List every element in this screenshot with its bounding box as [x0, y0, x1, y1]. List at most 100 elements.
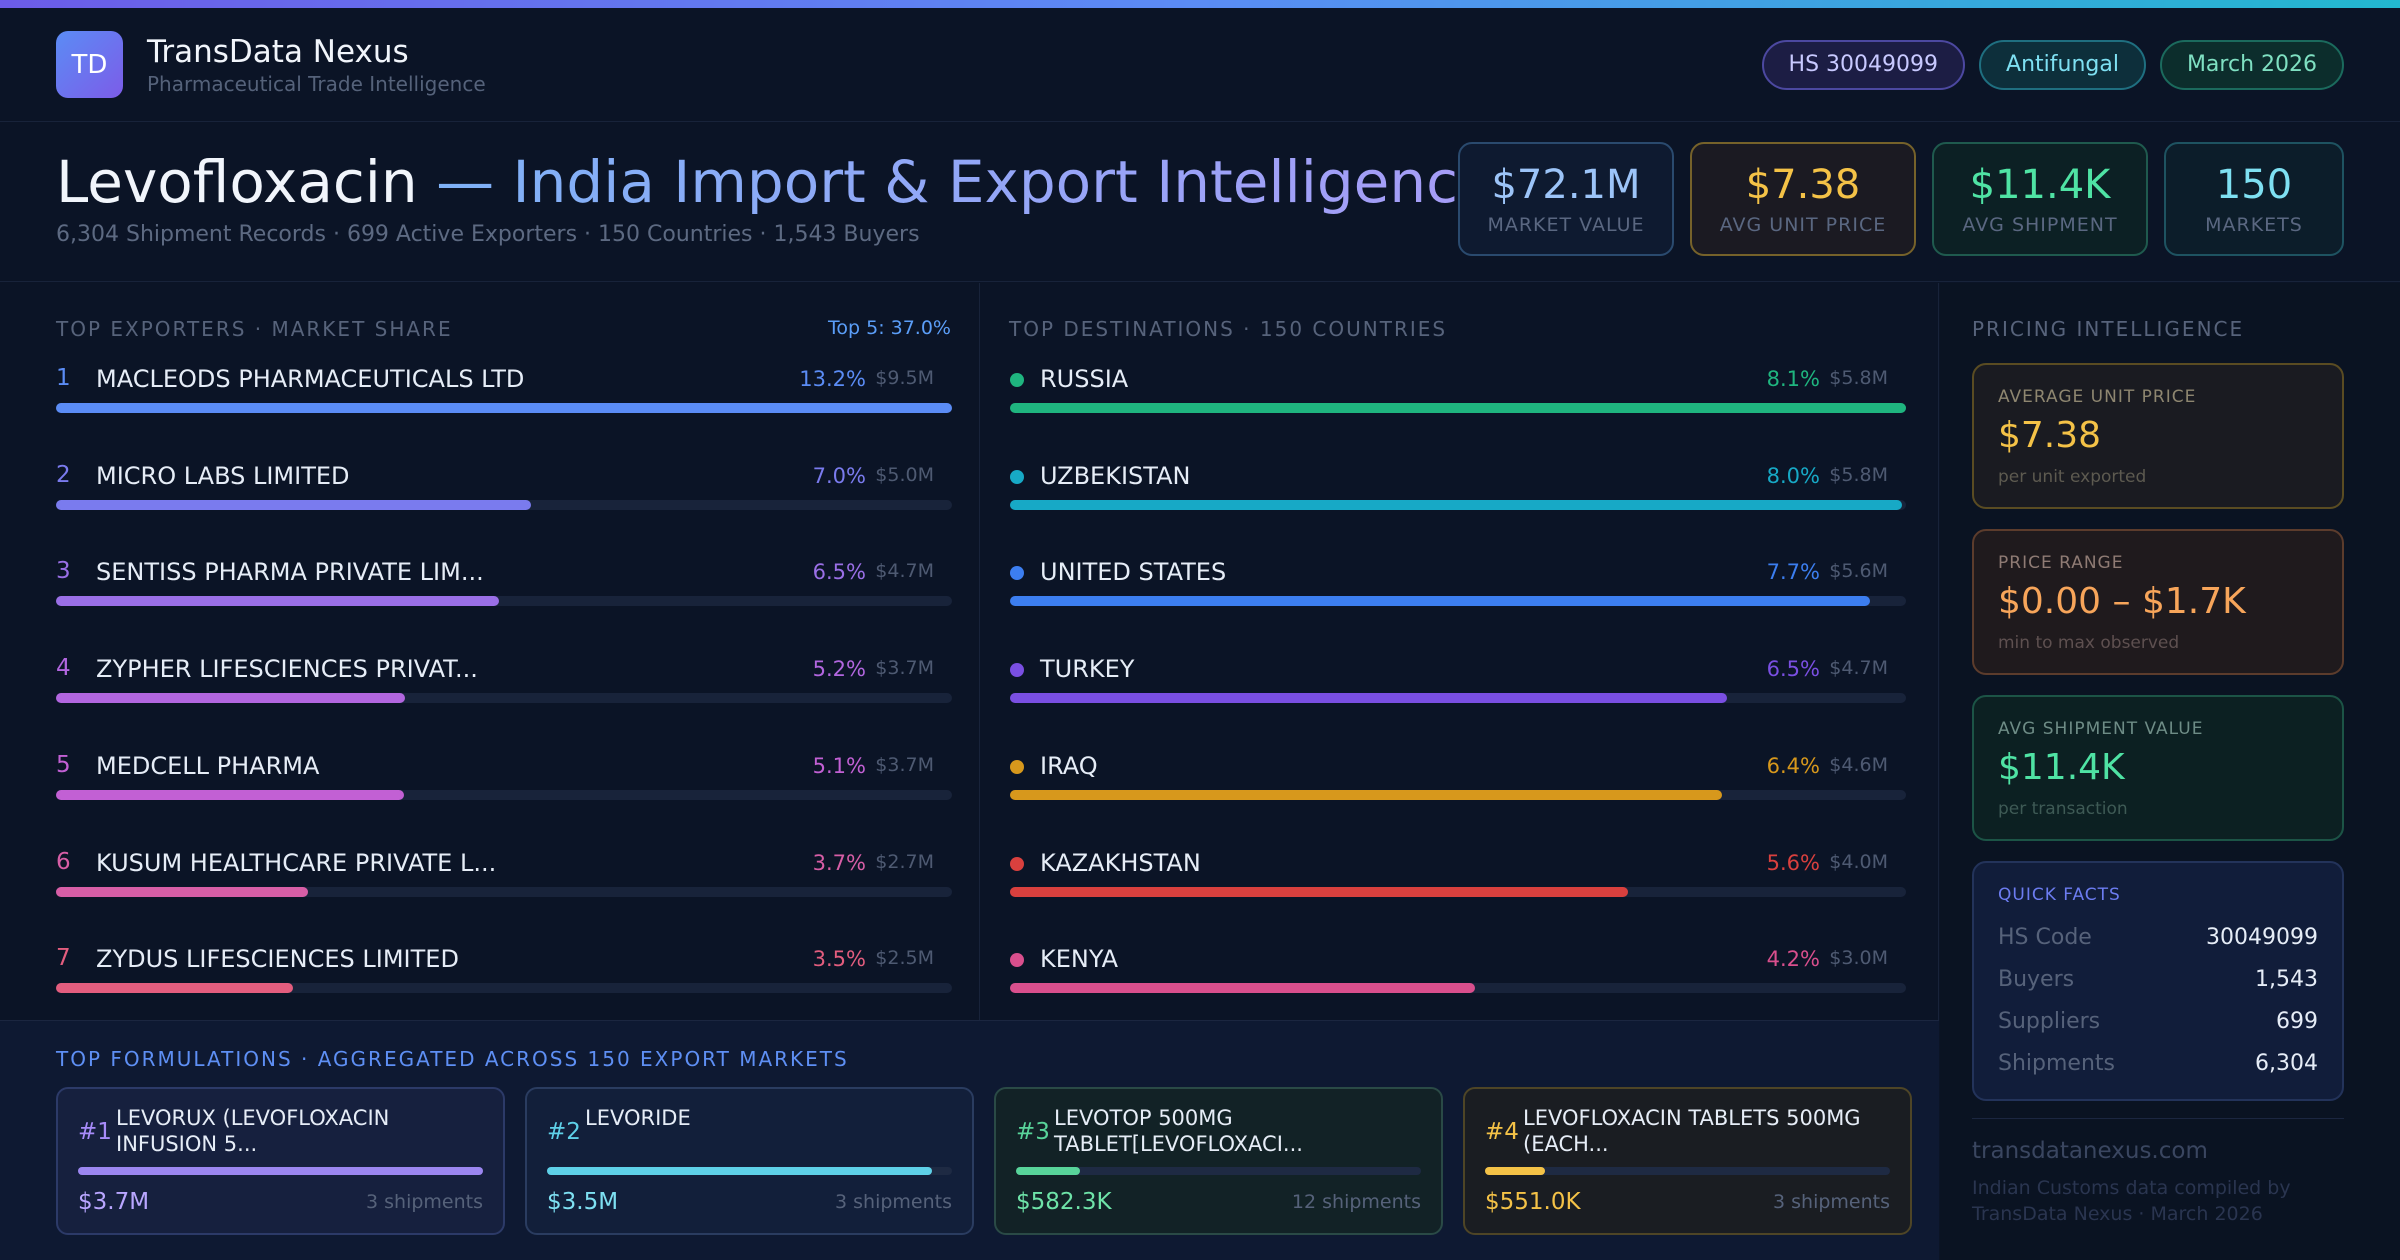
share-bar-track [1010, 886, 1906, 897]
kpi-value: $72.1M [1491, 162, 1641, 208]
exporter-row[interactable]: 2 MICRO LABS LIMITED 7.0% $5.0M [56, 458, 952, 520]
destination-row[interactable]: KAZAKHSTAN 5.6% $4.0M [1010, 845, 1906, 907]
share-bar-track [1010, 499, 1906, 510]
formulations-title: TOP FORMULATIONS · AGGREGATED ACROSS 150… [56, 1047, 849, 1071]
share-bar-track [56, 886, 952, 897]
card-value: $0.00 – $1.7K [1998, 581, 2246, 622]
formulation-card[interactable]: #3 LEVOTOP 500MG TABLET[LEVOFLOXACI... $58… [994, 1087, 1443, 1235]
exporter-row[interactable]: 7 ZYDUS LIFESCIENCES LIMITED 3.5% $2.5M [56, 941, 952, 1003]
hs-code-tag[interactable]: HS 30049099 [1761, 39, 1966, 90]
exporter-name: MEDCELL PHARMA [96, 751, 320, 780]
sidebar-divider [1972, 1118, 2344, 1119]
destination-name: KAZAKHSTAN [1040, 848, 1201, 877]
destination-name: RUSSIA [1040, 365, 1129, 393]
share-bar-fill [1010, 983, 1476, 994]
card-value: $11.4K [1998, 747, 2125, 788]
country-dot-icon [1010, 469, 1024, 484]
fact-key: HS Code [1998, 925, 2092, 950]
destination-row[interactable]: TURKEY 6.5% $4.7M [1010, 651, 1906, 713]
share-bar-track [56, 403, 952, 413]
destination-name: TURKEY [1040, 655, 1135, 684]
page-title-rest: — India Import & Export Intelligence [417, 148, 1494, 216]
exporter-name: MACLEODS PHARMACEUTICALS LTD [96, 365, 525, 393]
exporter-row[interactable]: 3 SENTISS PHARMA PRIVATE LIM... 6.5% $4.7M [56, 554, 952, 616]
formulation-shipments: 3 shipments [835, 1191, 952, 1213]
destination-row[interactable]: UZBEKISTAN 8.0% $5.8M [1010, 458, 1906, 520]
period-tag[interactable]: March 2026 [2159, 39, 2344, 90]
destination-row[interactable]: UNITED STATES 7.7% $5.6M [1010, 554, 1906, 616]
formulation-bar-track [547, 1167, 952, 1175]
exporter-row[interactable]: 5 MEDCELL PHARMA 5.1% $3.7M [56, 748, 952, 810]
exporter-share-pct: 3.7% [812, 850, 866, 875]
destination-name: IRAQ [1040, 751, 1098, 780]
card-value: $7.38 [1998, 415, 2102, 456]
exporter-row[interactable]: 1 MACLEODS PHARMACEUTICALS LTD 13.2% $9.5M [56, 361, 952, 423]
exporter-name: ZYDUS LIFESCIENCES LIMITED [96, 945, 459, 974]
share-bar-fill [56, 886, 308, 897]
exporter-row[interactable]: 6 KUSUM HEALTHCARE PRIVATE L... 3.7% $2.7M [56, 845, 952, 907]
card-label: AVERAGE UNIT PRICE [1998, 387, 2197, 407]
formulation-shipments: 3 shipments [1773, 1191, 1890, 1213]
exporter-rank: 7 [56, 945, 71, 972]
share-bar-fill [1010, 596, 1871, 607]
formulation-value: $582.3K [1016, 1189, 1112, 1215]
destination-row[interactable]: IRAQ 6.4% $4.6M [1010, 748, 1906, 810]
fact-value: 30049099 [2206, 925, 2318, 950]
category-tag[interactable]: Antifungal [1979, 39, 2146, 90]
exporter-rank: 3 [56, 558, 71, 585]
quick-facts-card: QUICK FACTS HS Code 30049099 Buyers 1,54… [1972, 861, 2344, 1101]
share-bar-fill [56, 499, 531, 510]
destination-row[interactable]: RUSSIA 8.1% $5.8M [1010, 361, 1906, 423]
exporter-value: $5.0M [875, 463, 934, 486]
destination-share-pct: 6.5% [1766, 657, 1820, 682]
formulation-bar-fill [547, 1167, 932, 1175]
page-title-drug: Levofloxacin [56, 148, 418, 216]
formulation-card[interactable]: #1 LEVORUX (LEVOFLOXACIN INFUSION 5... $3.… [56, 1087, 505, 1235]
exporter-value: $9.5M [875, 367, 934, 389]
card-note: per transaction [1998, 799, 2128, 819]
exporter-share-pct: 7.0% [812, 463, 866, 488]
destination-value: $5.8M [1829, 367, 1888, 389]
fact-key: Buyers [1998, 967, 2075, 992]
brand: TransData Nexus Pharmaceutical Trade Int… [147, 34, 486, 96]
header-tags: HS 30049099 Antifungal March 2026 [1761, 39, 2344, 90]
formulation-rank: #2 [547, 1119, 581, 1145]
footer-url[interactable]: transdatanexus.com [1972, 1138, 2208, 1164]
exporter-row[interactable]: 4 ZYPHER LIFESCIENCES PRIVAT... 5.2% $3.7M [56, 651, 952, 713]
price-range-card: PRICE RANGE $0.00 – $1.7K min to max obs… [1972, 529, 2344, 675]
avg-unit-price-card: AVERAGE UNIT PRICE $7.38 per unit export… [1972, 363, 2344, 509]
exporter-rank: 4 [56, 655, 71, 682]
formulation-card[interactable]: #2 LEVORIDE $3.5M 3 shipments [525, 1087, 974, 1235]
share-bar-fill [56, 789, 404, 800]
destination-row[interactable]: KENYA 4.2% $3.0M [1010, 941, 1906, 1003]
formulation-shipments: 3 shipments [366, 1191, 483, 1213]
formulation-bar-fill [1485, 1167, 1546, 1175]
quick-facts-title: QUICK FACTS [1998, 885, 2121, 905]
card-label: PRICE RANGE [1998, 553, 2124, 573]
country-dot-icon [1010, 856, 1024, 871]
share-bar-fill [1010, 499, 1902, 510]
destination-share-pct: 4.2% [1766, 947, 1820, 972]
fact-value: 6,304 [2255, 1051, 2318, 1076]
page-title: Levofloxacin — India Import & Export Int… [56, 148, 1494, 216]
exporter-value: $2.7M [875, 850, 934, 873]
exporter-share-pct: 5.1% [812, 753, 866, 778]
exporter-rank: 6 [56, 848, 71, 875]
country-dot-icon [1010, 373, 1024, 387]
share-bar-track [56, 693, 952, 704]
kpi-label: AVG SHIPMENT [1962, 214, 2118, 236]
card-note: min to max observed [1998, 633, 2180, 653]
formulation-value: $3.7M [78, 1189, 150, 1215]
exporter-rank: 2 [56, 461, 71, 488]
exporter-share-pct: 3.5% [812, 947, 866, 972]
destination-share-pct: 6.4% [1766, 753, 1820, 778]
kpi-avg-unit-price: $7.38 AVG UNIT PRICE [1690, 142, 1916, 256]
fact-key: Suppliers [1998, 1009, 2101, 1034]
formulation-bar-track [78, 1167, 483, 1175]
country-dot-icon [1010, 566, 1024, 581]
pricing-title: PRICING INTELLIGENCE [1972, 317, 2245, 341]
share-bar-fill [56, 596, 499, 607]
formulation-card[interactable]: #4 LEVOFLOXACIN TABLETS 500MG (EACH... $55… [1463, 1087, 1912, 1235]
exporter-rank: 5 [56, 751, 71, 778]
page-subtitle: 6,304 Shipment Records · 699 Active Expo… [56, 222, 920, 247]
